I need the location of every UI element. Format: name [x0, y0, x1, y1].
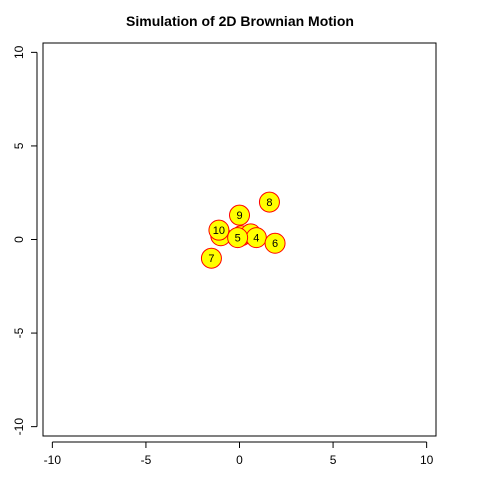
data-point-label: 9: [236, 210, 242, 222]
plot-frame: [42, 42, 437, 437]
data-point: [227, 227, 249, 249]
y-tick-label: 0: [12, 236, 26, 243]
data-point: [264, 232, 286, 254]
data-point-label: 6: [272, 238, 278, 250]
data-point: [229, 204, 250, 226]
y-tick-label: 5: [12, 142, 26, 149]
chart-title: Simulation of 2D Brownian Motion: [126, 13, 354, 29]
x-axis: -10 -5 0 5 10: [44, 441, 434, 467]
data-point: [258, 191, 280, 213]
data-point-label: 7: [208, 253, 214, 265]
data-point: [208, 219, 230, 241]
x-tick-label: -10: [44, 453, 62, 467]
y-tick-label: -5: [12, 327, 26, 338]
y-tick-label: -10: [12, 418, 26, 436]
x-tick-label: 10: [420, 453, 434, 467]
x-tick-label: 5: [330, 453, 337, 467]
data-point-label: 10: [213, 225, 225, 237]
data-point-label: 5: [235, 233, 241, 245]
y-tick-label: 10: [12, 45, 26, 59]
x-tick-label: 0: [236, 453, 243, 467]
data-point-label: 4: [253, 233, 259, 245]
x-tick-label: -5: [141, 453, 152, 467]
data-point-label: 8: [266, 197, 272, 209]
data-point: [200, 247, 222, 269]
points-layer: 12345678910: [200, 191, 286, 269]
y-axis: -10 -5 0 5 10: [12, 45, 38, 436]
